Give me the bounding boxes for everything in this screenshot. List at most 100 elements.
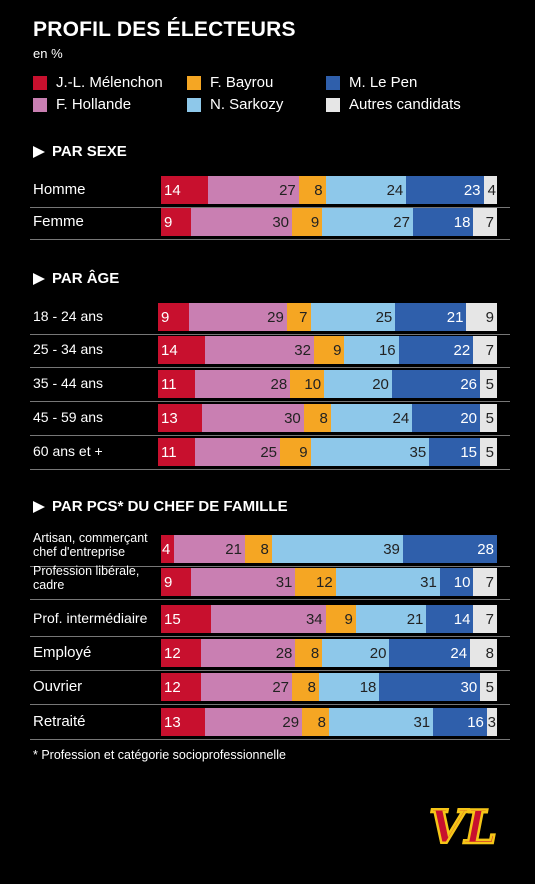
row-label: 45 - 59 ans (33, 409, 104, 425)
stacked-bar: 15 34 9 21 14 7 (161, 605, 497, 633)
stacked-bar: 11 28 10 20 26 5 (158, 370, 497, 398)
bar-segment: 5 (480, 404, 497, 432)
bar-segment: 14 (158, 336, 206, 364)
bar-segment: 15 (429, 438, 481, 466)
bar-segment: 31 (335, 568, 440, 596)
bar-segment: 26 (391, 370, 480, 398)
bar-segment: 25 (310, 303, 396, 331)
bar-segment: 14 (161, 176, 209, 204)
bar-segment: 30 (379, 673, 481, 701)
bar-segment: 24 (330, 404, 413, 432)
bar-segment: 4 (161, 535, 175, 563)
bar-segment: 21 (395, 303, 467, 331)
section-heading-text: PAR ÂGE (52, 270, 120, 287)
legend-swatch (187, 75, 201, 90)
bar-segment: 9 (161, 568, 192, 596)
logo-text: VL (429, 800, 497, 854)
section-heading: PAR SEXE (33, 143, 127, 160)
bar-segment: 8 (302, 708, 329, 736)
legend-item: F. Bayrou (187, 74, 273, 91)
bar-segment: 29 (204, 708, 303, 736)
bar-segment: 20 (322, 639, 390, 667)
bar-segment: 8 (303, 404, 331, 432)
bar-segment: 27 (201, 673, 293, 701)
bar-segment: 24 (389, 639, 471, 667)
row-separator (30, 334, 510, 335)
row-label: 18 - 24 ans (33, 308, 104, 324)
bar-segment: 25 (195, 438, 281, 466)
bar-segment: 5 (480, 673, 497, 701)
bar-segment: 7 (286, 303, 311, 331)
bar-segment: 31 (328, 708, 434, 736)
section-heading: PAR ÂGE (33, 270, 119, 287)
bar-segment: 23 (406, 176, 484, 204)
bar-segment: 8 (295, 639, 323, 667)
row-separator (30, 207, 510, 208)
bar-segment: 27 (208, 176, 299, 204)
legend-label: J.-L. Mélenchon (56, 74, 163, 91)
chart-subtitle: en % (33, 46, 63, 61)
bar-segment: 35 (310, 438, 430, 466)
row-label: Profession libérale, cadre (33, 564, 140, 592)
bar-segment: 20 (412, 404, 481, 432)
bar-segment: 13 (161, 708, 205, 736)
legend-label: F. Bayrou (210, 74, 274, 91)
section-heading-text: PAR SEXE (52, 143, 127, 160)
stacked-bar: 9 29 7 25 21 9 (158, 303, 497, 331)
bar-segment: 16 (433, 708, 487, 736)
bar-segment: 12 (161, 673, 202, 701)
row-separator (30, 401, 510, 402)
bar-segment: 12 (295, 568, 336, 596)
row-separator (30, 566, 510, 567)
bar-segment: 34 (211, 605, 326, 633)
bar-segment: 21 (355, 605, 427, 633)
bar-segment: 7 (473, 568, 497, 596)
stacked-bar: 9 31 12 31 10 7 (161, 568, 497, 596)
row-label: 60 ans et + (33, 443, 103, 459)
bar-segment: 9 (325, 605, 356, 633)
legend-item: N. Sarkozy (187, 96, 283, 113)
footnote: * Profession et catégorie socioprofessio… (33, 748, 286, 762)
bar-segment: 30 (191, 208, 293, 236)
bar-segment: 18 (318, 673, 380, 701)
arrow-right-icon (33, 145, 45, 158)
bar-segment: 8 (298, 176, 326, 204)
bar-segment: 31 (191, 568, 296, 596)
row-separator (30, 469, 510, 470)
stacked-bar: 9 30 9 27 18 7 (161, 208, 497, 236)
bar-segment: 11 (158, 438, 196, 466)
bar-segment: 11 (158, 370, 196, 398)
bar-segment: 8 (292, 673, 319, 701)
legend-label: F. Hollande (56, 96, 132, 113)
bar-segment: 10 (439, 568, 474, 596)
bar-segment: 3 (486, 708, 497, 736)
section-heading: PAR PCS* DU CHEF DE FAMILLE (33, 498, 288, 515)
row-separator (30, 704, 510, 705)
bar-segment: 28 (402, 535, 497, 563)
bar-segment: 18 (412, 208, 474, 236)
bar-segment: 9 (161, 208, 192, 236)
stacked-bar: 12 27 8 18 30 5 (161, 673, 497, 701)
legend-label: M. Le Pen (349, 74, 418, 91)
stacked-bar: 13 29 8 31 16 3 (161, 708, 497, 736)
bar-segment: 12 (161, 639, 202, 667)
bar-segment: 8 (244, 535, 272, 563)
chart-title: PROFIL DES ÉLECTEURS (33, 18, 296, 41)
bar-segment: 13 (158, 404, 203, 432)
bar-segment: 30 (202, 404, 304, 432)
bar-segment: 20 (324, 370, 392, 398)
stacked-bar: 12 28 8 20 24 8 (161, 639, 497, 667)
bar-segment: 27 (322, 208, 413, 236)
legend-label: Autres candidats (349, 96, 461, 113)
vl-logo: VL (428, 799, 499, 855)
bar-segment: 4 (483, 176, 497, 204)
legend-swatch (33, 75, 47, 90)
bar-segment: 5 (480, 438, 497, 466)
legend-swatch (187, 97, 201, 112)
bar-segment: 15 (161, 605, 212, 633)
row-separator (30, 636, 510, 637)
legend-swatch (33, 97, 47, 112)
row-separator (30, 670, 510, 671)
row-separator (30, 367, 510, 368)
bar-segment: 9 (292, 208, 323, 236)
